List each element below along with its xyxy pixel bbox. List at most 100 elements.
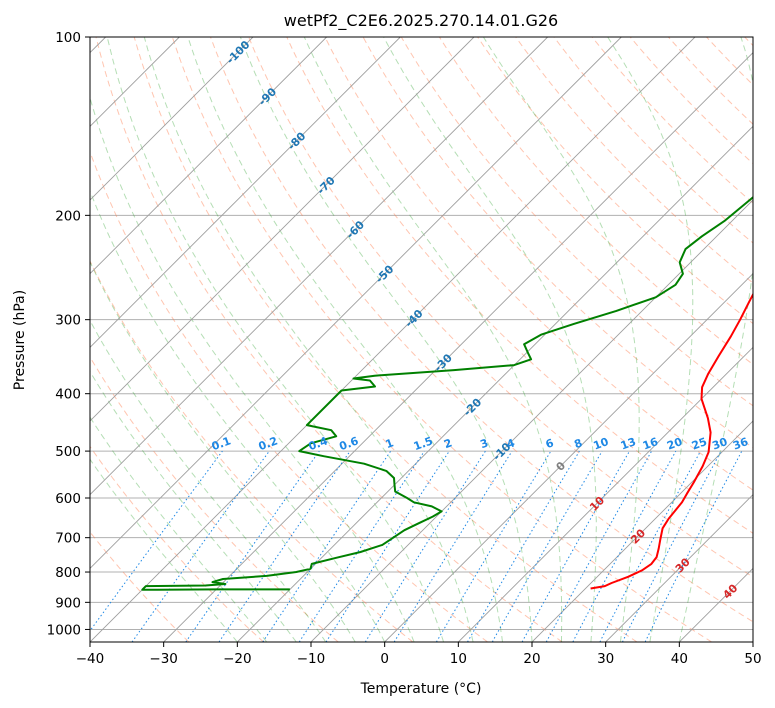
x-tick-label: 40 xyxy=(671,651,688,667)
moist-adiabat xyxy=(239,37,533,642)
moist-adiabat xyxy=(482,37,640,642)
dry-adiabat xyxy=(324,37,753,491)
x-tick-label: −10 xyxy=(297,651,326,667)
mixing-ratio-label: 25 xyxy=(690,435,709,452)
x-tick-label: −40 xyxy=(76,651,105,667)
y-tick-label: 900 xyxy=(55,595,81,611)
x-tick-label: −30 xyxy=(149,651,178,667)
isotherm-line xyxy=(90,37,401,348)
moist-adiabat xyxy=(90,370,297,642)
isotherm-line xyxy=(531,420,753,642)
y-tick-label: 100 xyxy=(55,30,81,46)
dry-adiabat xyxy=(90,445,264,642)
dry-adiabat xyxy=(286,37,753,534)
dry-adiabats xyxy=(90,37,753,642)
moist-adiabat xyxy=(90,260,356,642)
mixing-ratio-label: 4 xyxy=(505,436,517,451)
moist-adiabat xyxy=(90,458,238,642)
isotherm-line xyxy=(237,125,753,642)
mixing-ratio-label: 13 xyxy=(619,435,638,452)
mixing-ratio-line xyxy=(262,450,392,642)
y-tick-label: 700 xyxy=(55,531,81,547)
mixing-ratio-label: 30 xyxy=(710,435,729,453)
mixing-ratio-line xyxy=(521,450,630,642)
mixing-ratio-label: 6 xyxy=(544,436,556,451)
isotherm-line xyxy=(90,37,622,569)
x-tick-label: −20 xyxy=(223,651,252,667)
mixing-ratio-label: 2 xyxy=(442,436,454,451)
y-axis-label: Pressure (hPa) xyxy=(12,290,28,390)
mixing-ratio-line xyxy=(325,450,450,642)
isotherm-line xyxy=(163,52,753,642)
moist-adiabat xyxy=(90,416,268,642)
x-tick-label: 0 xyxy=(380,651,389,667)
moist-adiabat xyxy=(303,37,563,642)
dry-adiabat xyxy=(248,37,753,578)
temperature-line xyxy=(590,292,753,590)
mixing-ratio-label: 0.1 xyxy=(210,434,233,453)
y-tick-label: 600 xyxy=(55,491,81,507)
mixing-ratio-label: 36 xyxy=(731,435,750,453)
mixing-ratio-line xyxy=(545,450,653,642)
y-tick-label: 200 xyxy=(55,208,81,224)
mixing-ratio-label: 16 xyxy=(641,435,660,453)
dewpoint-line xyxy=(141,196,753,591)
moist-adiabat xyxy=(90,319,327,642)
x-tick-label: 20 xyxy=(523,651,540,667)
pressure-gridlines xyxy=(90,37,753,630)
moist-adiabat xyxy=(90,189,386,642)
mixing-ratio-label: 0.4 xyxy=(307,434,330,453)
x-tick-label: 50 xyxy=(744,651,761,667)
mixing-ratio-label: 10 xyxy=(592,435,611,453)
mixing-ratio-line xyxy=(298,450,425,642)
x-axis: −40 −30 −20 −10 0 10 20 30 40 50 xyxy=(76,642,762,667)
y-tick-label: 500 xyxy=(55,444,81,460)
dry-adiabat xyxy=(90,356,339,642)
y-tick-label: 400 xyxy=(55,387,81,403)
mixing-ratio-line xyxy=(185,450,320,642)
moist-adiabat xyxy=(187,37,503,642)
dry-adiabat xyxy=(210,37,753,623)
moist-adiabat xyxy=(106,37,445,642)
mixing-ratio-lines xyxy=(90,450,743,642)
isotherm-line xyxy=(90,37,548,496)
x-tick-label: 10 xyxy=(450,651,467,667)
mixing-ratio-label: 0.6 xyxy=(338,434,361,453)
mixing-ratio-label: 20 xyxy=(665,435,684,453)
dry-adiabat xyxy=(171,37,712,642)
mixing-ratio-line xyxy=(393,450,513,642)
plot-frame xyxy=(89,36,754,643)
mixing-ratio-line xyxy=(572,450,677,642)
plot-area xyxy=(90,37,753,642)
isotherm-line xyxy=(90,37,475,422)
dry-adiabat xyxy=(133,37,638,642)
mixing-ratio-labels: 0.1 0.2 0.4 0.6 1 1.5 2 3 4 6 8 10 13 16 20 25 30 36 xyxy=(210,434,750,453)
mixing-ratio-label: 8 xyxy=(572,436,584,451)
moist-adiabat xyxy=(678,37,753,642)
y-tick-label: 1000 xyxy=(47,622,81,638)
y-axis: 1000 900 800 700 600 500 400 300 200 100 xyxy=(47,30,90,638)
isotherms xyxy=(90,37,753,642)
isotherm-line xyxy=(90,37,327,275)
mixing-ratio-label: 1.5 xyxy=(412,434,435,453)
y-tick-label: 300 xyxy=(55,313,81,329)
isotherm-line xyxy=(605,494,753,642)
mixing-ratio-line xyxy=(644,450,743,642)
mixing-ratio-line xyxy=(90,450,223,632)
isotherm-line xyxy=(458,346,753,642)
x-axis-label: Temperature (°C) xyxy=(360,681,482,697)
isotherm-line xyxy=(90,37,254,201)
mixing-ratio-line xyxy=(218,450,351,642)
mixing-ratio-line xyxy=(131,450,270,642)
mixing-ratio-label: 1 xyxy=(384,436,396,451)
x-tick-label: 30 xyxy=(597,651,614,667)
isotherm-line xyxy=(90,37,696,642)
dry-adiabat xyxy=(95,37,563,642)
mixing-ratio-label: 0.2 xyxy=(257,434,280,453)
chart-title: wetPf2_C2E6.2025.270.14.01.G26 xyxy=(284,11,558,31)
dry-adiabat xyxy=(90,259,414,642)
moist-adiabat xyxy=(143,37,474,642)
sounding-series xyxy=(141,196,753,591)
